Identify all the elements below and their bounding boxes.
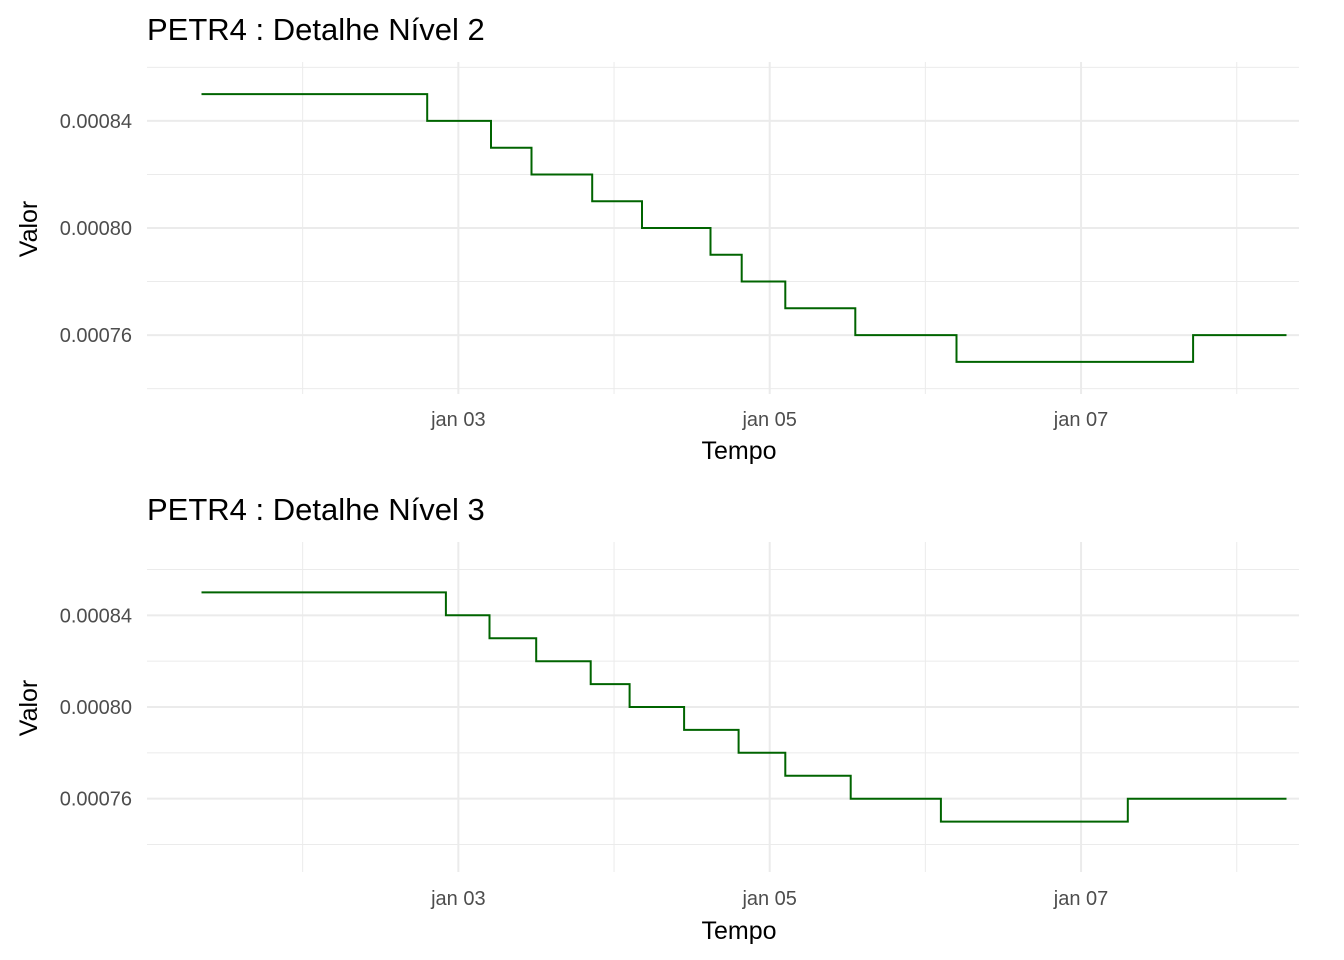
- chart-2-x-tick-label: jan 07: [1053, 888, 1109, 910]
- chart-2-x-tick-label: jan 05: [741, 888, 797, 910]
- chart-1-x-axis-title: Tempo: [701, 437, 776, 465]
- chart-2-x-ticks: jan 03 jan 05 jan 07: [430, 888, 1108, 910]
- chart-2-x-tick-label: jan 03: [430, 888, 486, 910]
- chart-panel-2: PETR4 : Detalhe Nível 3 0.000760.000800.…: [15, 492, 1299, 945]
- chart-1-series-line: [201, 93, 1287, 363]
- chart-1-x-tick-label: jan 05: [741, 409, 797, 431]
- chart-1-x-tick-label: jan 03: [430, 409, 486, 431]
- chart-2-y-tick-label: 0.00076: [60, 789, 132, 811]
- chart-2-series-line: [201, 591, 1287, 823]
- chart-2-y-axis-title: Valor: [15, 680, 43, 737]
- chart-1-y-tick-label: 0.00084: [60, 111, 132, 133]
- chart-1-title: PETR4 : Detalhe Nível 2: [147, 12, 485, 47]
- chart-1-series: [201, 93, 1287, 363]
- chart-1-y-ticks: 0.00076 0.00080 0.00084: [60, 111, 132, 347]
- chart-panel-1: PETR4 : Detalhe Nível 2 0.000760.000800.…: [15, 12, 1299, 465]
- chart-2-x-axis-title: Tempo: [701, 917, 776, 945]
- chart-2-series: [201, 591, 1287, 823]
- chart-1-gridlines: [147, 62, 1299, 394]
- chart-2-y-tick-label: 0.00080: [60, 697, 132, 719]
- chart-1-x-ticks: jan 03 jan 05 jan 07: [430, 409, 1108, 431]
- chart-2-title: PETR4 : Detalhe Nível 3: [147, 492, 485, 527]
- chart-1-y-tick-label: 0.00080: [60, 218, 132, 240]
- chart-1-y-tick-label: 0.00076: [60, 325, 132, 347]
- chart-1-x-tick-label: jan 07: [1053, 409, 1109, 431]
- chart-2-y-ticks: 0.00076 0.00080 0.00084: [60, 605, 132, 810]
- chart-2-y-tick-label: 0.00084: [60, 605, 132, 627]
- chart-2-gridlines: [147, 542, 1299, 872]
- chart-1-y-axis-title: Valor: [15, 201, 43, 258]
